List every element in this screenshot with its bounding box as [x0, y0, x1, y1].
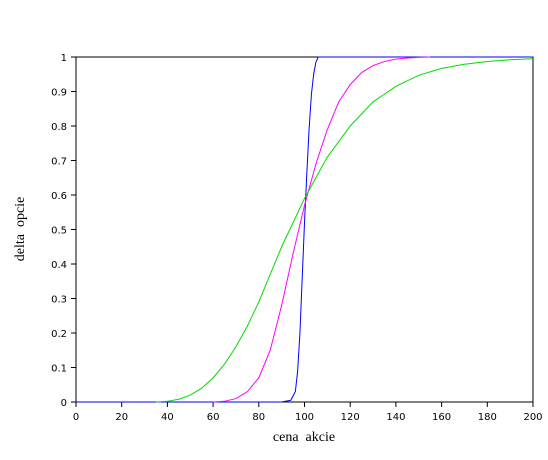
- y-tick-label: 0.1: [51, 364, 67, 375]
- x-tick-label: 160: [432, 412, 451, 423]
- x-tick-label: 20: [115, 412, 128, 423]
- y-tick-label: 0.3: [51, 295, 67, 306]
- x-tick-label: 80: [252, 412, 265, 423]
- y-tick-label: 0.4: [51, 260, 67, 271]
- y-tick-label: 0.8: [51, 122, 67, 133]
- line-series: [213, 56, 431, 403]
- y-tick-label: 0.5: [51, 226, 67, 237]
- y-tick-label: 0: [61, 398, 67, 409]
- line-series: [155, 58, 534, 403]
- x-tick-label: 40: [161, 412, 174, 423]
- y-tick-label: 0.6: [51, 191, 67, 202]
- y-tick-label: 0.7: [51, 157, 67, 168]
- y-tick-label: 0.9: [51, 88, 67, 99]
- x-tick-label: 60: [207, 412, 220, 423]
- x-tick-label: 140: [386, 412, 405, 423]
- x-tick-label: 100: [295, 412, 314, 423]
- x-axis-label: cena akcie: [273, 430, 335, 445]
- x-tick-label: 180: [478, 412, 497, 423]
- y-axis-label: delta opcie: [13, 197, 28, 262]
- y-tick-label: 0.2: [51, 329, 67, 340]
- x-tick-label: 0: [73, 412, 79, 423]
- line-series: [76, 56, 533, 403]
- y-tick-label: 1: [61, 53, 67, 64]
- x-tick-label: 200: [523, 412, 542, 423]
- x-tick-label: 120: [341, 412, 360, 423]
